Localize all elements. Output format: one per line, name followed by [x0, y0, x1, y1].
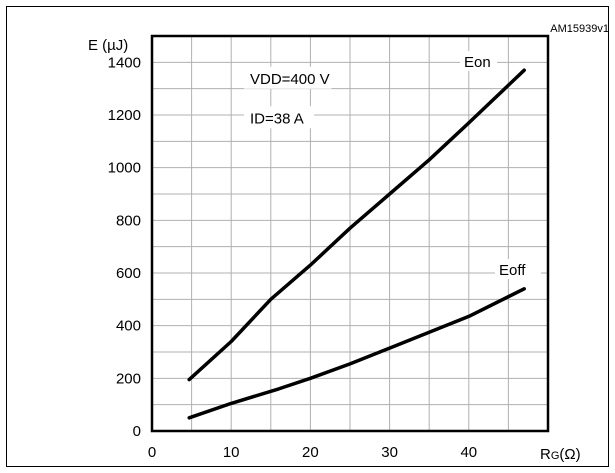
y-tick-label: 0 [133, 423, 141, 440]
x-axis-label-unit: (Ω) [559, 446, 580, 463]
y-tick-label: 200 [116, 370, 141, 387]
x-tick-label: 20 [302, 444, 319, 461]
y-tick-label: 1400 [108, 54, 141, 71]
series-layer: Eon Eoff [187, 50, 541, 420]
series-label: Eon [464, 54, 491, 71]
series-line [187, 287, 526, 420]
series-label-bg [460, 50, 497, 71]
x-tick-label: 10 [223, 444, 240, 461]
condition-label-bg [244, 66, 332, 89]
y-tick-label: 600 [116, 265, 141, 282]
y-tick-label: 1000 [108, 160, 141, 177]
series-line [187, 68, 526, 382]
series-label: Eoff [499, 262, 526, 279]
x-tick-label: 0 [148, 444, 156, 461]
y-axis-label: E (µJ) [88, 37, 128, 54]
x-axis-label-sub: G [551, 450, 560, 462]
x-tick-label: 30 [381, 444, 398, 461]
x-axis-label-main: R [540, 446, 551, 463]
conditions: VDD=400 V ID=38 A [244, 66, 332, 129]
figure-code: AM15939v1 [550, 23, 609, 35]
y-tick-label: 400 [116, 318, 141, 335]
plot-border [150, 34, 550, 433]
condition-label: VDD=400 V [250, 71, 330, 88]
y-tick-label: 1200 [108, 107, 141, 124]
x-tick-label: 40 [460, 444, 477, 461]
condition-label-bg [244, 106, 315, 129]
condition-label: ID=38 A [250, 110, 304, 127]
y-tick-label: 800 [116, 212, 141, 229]
grid [152, 36, 548, 431]
x-axis-label: RG(Ω) [540, 446, 581, 463]
series-label-bg [495, 259, 541, 279]
